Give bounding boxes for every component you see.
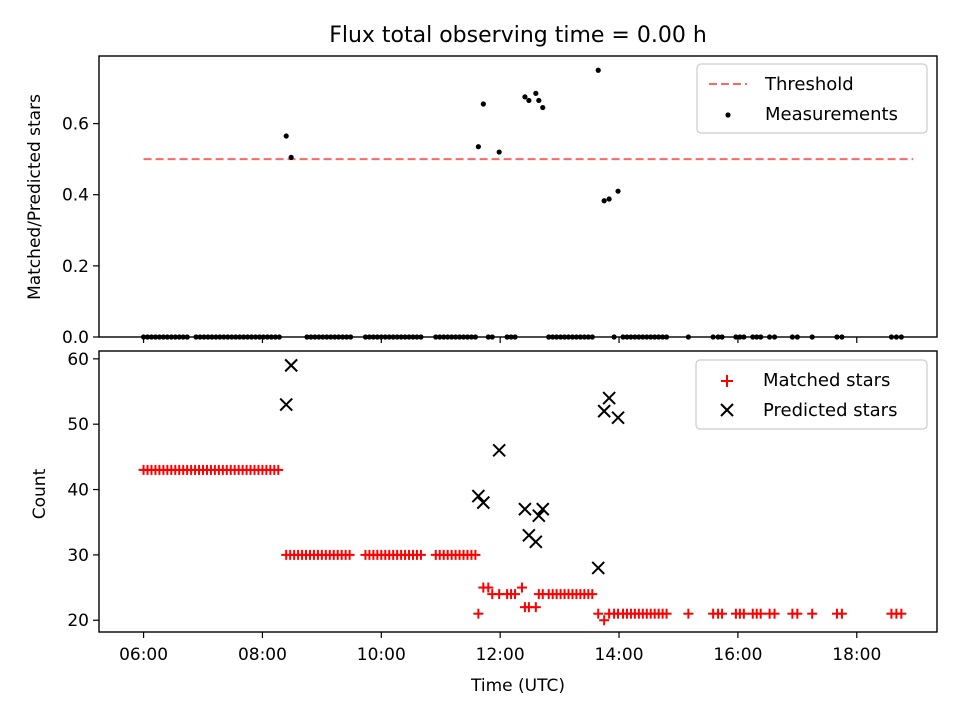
- matched-star-marker: [683, 608, 694, 619]
- measurement-point: [480, 101, 486, 107]
- matched-star-marker: [661, 608, 672, 619]
- measurement-point: [601, 198, 607, 204]
- measurement-point: [522, 94, 528, 100]
- bottom-axes: 20 30 40 50 60 06:00 08:00 10:00 12:00 14:00 16:00…: [67, 350, 881, 665]
- x-axis-label: Time (UTC): [470, 676, 565, 696]
- matched-star-marker: [792, 608, 803, 619]
- matched-star-marker: [896, 608, 907, 619]
- x-tick-label: 18:00: [832, 645, 881, 665]
- predicted-star-marker: [476, 495, 491, 510]
- matched-star-marker: [613, 608, 624, 619]
- top-legend-box: [696, 63, 928, 134]
- legend-predicted-swatch: [720, 403, 734, 417]
- measurement-point: [615, 188, 621, 194]
- matched-star-marker: [717, 608, 728, 619]
- matched-star-marker: [587, 589, 598, 600]
- measurement-point: [533, 90, 539, 96]
- predicted-star-marker: [611, 410, 625, 425]
- x-tick-label: 16:00: [713, 645, 762, 665]
- matched-star-marker: [530, 602, 541, 613]
- predicted-star-marker: [597, 404, 611, 418]
- legend-matched-swatch: [721, 375, 733, 387]
- predicted-star-marker: [471, 489, 486, 503]
- legend-matched-label: Matched stars: [763, 370, 890, 391]
- top-y-tick-label: 0.0: [62, 328, 89, 348]
- measurement-point: [496, 149, 502, 155]
- matched-star-marker: [470, 549, 481, 560]
- measurement-point: [288, 154, 294, 160]
- legend-predicted-label: Predicted stars: [763, 400, 897, 421]
- matched-star-marker: [807, 608, 818, 619]
- matched-star-marker: [537, 589, 548, 600]
- legend-measurements-swatch: [725, 112, 731, 118]
- predicted-star-marker: [591, 561, 605, 575]
- matched-star-marker: [769, 608, 780, 619]
- x-tick-label: 10:00: [357, 645, 406, 665]
- x-tick-label: 14:00: [595, 645, 644, 665]
- predicted-star-marker: [518, 502, 532, 516]
- bottom-plot-area: [138, 358, 907, 626]
- predicted-star-marker: [284, 358, 298, 373]
- chart-title: Flux total observing time = 0.00 h: [329, 23, 707, 48]
- top-axes: 0.0 0.2 0.4 0.6: [62, 115, 858, 348]
- measurement-point: [540, 104, 546, 111]
- matched-star-marker: [344, 549, 355, 560]
- measurement-point: [536, 97, 542, 104]
- bottom-y-tick-label: 60: [67, 350, 89, 370]
- measurement-point: [526, 97, 532, 104]
- measurement-point: [283, 133, 289, 139]
- top-y-tick-label: 0.6: [62, 115, 89, 135]
- matched-star-marker: [836, 608, 847, 619]
- predicted-star-marker: [492, 443, 506, 458]
- measurement-point: [595, 67, 601, 73]
- matched-star-marker: [473, 608, 484, 619]
- bottom-y-tick-label: 40: [67, 481, 89, 501]
- measurement-point: [606, 196, 612, 202]
- matched-star-marker: [599, 615, 610, 626]
- matched-star-marker: [516, 582, 527, 593]
- matched-star-marker: [415, 549, 426, 560]
- top-panel: 0.0 0.2 0.4 0.6 Threshold Measurements: [62, 55, 938, 348]
- bottom-panel: 20 30 40 50 60 06:00 08:00 10:00 12:00 14:00 16:00…: [67, 350, 938, 665]
- matched-star-marker: [483, 582, 494, 593]
- top-y-axis-label: Matched/Predicted stars: [25, 94, 45, 300]
- matched-star-marker: [273, 464, 284, 475]
- matched-star-marker: [755, 608, 766, 619]
- bottom-legend: Matched stars Predicted stars: [695, 359, 928, 430]
- predicted-star-marker: [532, 508, 546, 523]
- bottom-y-tick-label: 20: [67, 611, 89, 631]
- top-y-tick-label: 0.4: [62, 186, 89, 206]
- x-tick-label: 06:00: [119, 645, 168, 665]
- measurement-point: [475, 144, 481, 150]
- bottom-axes-frame: [98, 350, 938, 633]
- predicted-star-marker: [602, 391, 616, 405]
- legend-threshold-label: Threshold: [764, 74, 854, 95]
- x-tick-label: 08:00: [238, 645, 287, 665]
- top-axes-frame: [98, 55, 938, 338]
- top-legend: Threshold Measurements: [696, 63, 928, 134]
- bottom-legend-box: [695, 359, 928, 430]
- x-tick-label: 12:00: [476, 645, 525, 665]
- bottom-y-axis-label: Count: [30, 468, 50, 519]
- matched-star-marker: [593, 608, 604, 619]
- matched-star-marker: [738, 608, 749, 619]
- predicted-star-marker: [536, 502, 550, 516]
- top-y-tick-label: 0.2: [62, 257, 89, 277]
- legend-measurements-label: Measurements: [765, 104, 898, 125]
- bottom-y-tick-label: 30: [67, 546, 89, 566]
- bottom-y-tick-label: 50: [67, 415, 89, 435]
- matched-star-marker: [510, 589, 521, 600]
- predicted-star-marker: [279, 397, 293, 412]
- predicted-star-marker: [529, 535, 543, 549]
